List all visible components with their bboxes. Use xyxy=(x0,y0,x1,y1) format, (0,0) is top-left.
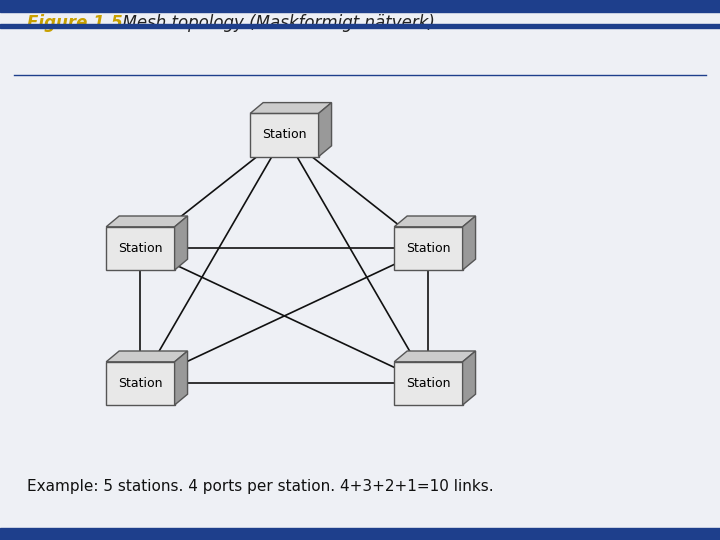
Polygon shape xyxy=(462,351,475,405)
Polygon shape xyxy=(395,351,475,362)
Text: Station: Station xyxy=(118,377,163,390)
Polygon shape xyxy=(462,216,475,270)
FancyBboxPatch shape xyxy=(107,362,175,405)
FancyBboxPatch shape xyxy=(251,113,319,157)
Text: Station: Station xyxy=(406,377,451,390)
Polygon shape xyxy=(174,216,187,270)
Text: Example: 5 stations. 4 ports per station. 4+3+2+1=10 links.: Example: 5 stations. 4 ports per station… xyxy=(27,478,494,494)
Text: Figure 1.5: Figure 1.5 xyxy=(27,14,123,32)
Polygon shape xyxy=(319,103,331,157)
Text: Station: Station xyxy=(118,242,163,255)
Polygon shape xyxy=(107,351,187,362)
Text: Station: Station xyxy=(406,242,451,255)
Polygon shape xyxy=(251,103,331,113)
Text: Station: Station xyxy=(262,129,307,141)
FancyBboxPatch shape xyxy=(395,227,462,270)
Polygon shape xyxy=(174,351,187,405)
Polygon shape xyxy=(107,216,187,227)
Text: Mesh topology (Maskformigt nätverk): Mesh topology (Maskformigt nätverk) xyxy=(112,14,434,32)
Polygon shape xyxy=(395,216,475,227)
FancyBboxPatch shape xyxy=(107,227,175,270)
FancyBboxPatch shape xyxy=(395,362,462,405)
